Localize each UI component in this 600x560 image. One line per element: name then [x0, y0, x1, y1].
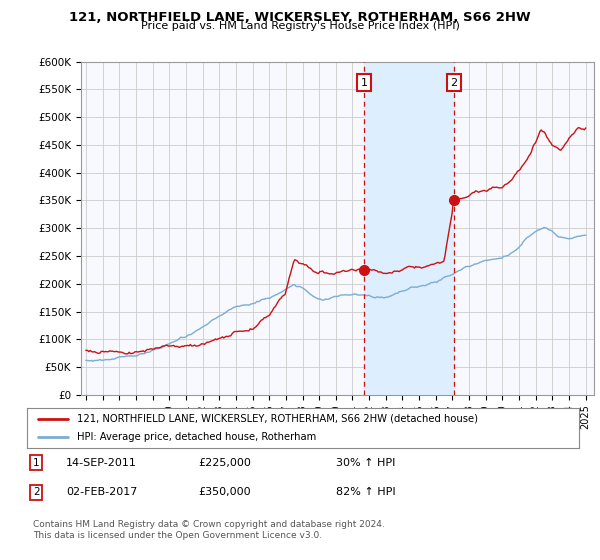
Text: 30% ↑ HPI: 30% ↑ HPI [336, 458, 395, 468]
Text: 121, NORTHFIELD LANE, WICKERSLEY, ROTHERHAM, S66 2HW (detached house): 121, NORTHFIELD LANE, WICKERSLEY, ROTHER… [77, 414, 478, 423]
Text: HPI: Average price, detached house, Rotherham: HPI: Average price, detached house, Roth… [77, 432, 316, 442]
Text: 02-FEB-2017: 02-FEB-2017 [66, 487, 137, 497]
Bar [364, 62, 454, 395]
Text: £350,000: £350,000 [198, 487, 251, 497]
Text: 2: 2 [450, 78, 457, 88]
Text: Contains HM Land Registry data © Crown copyright and database right 2024.
This d: Contains HM Land Registry data © Crown c… [33, 520, 385, 540]
Text: 121, NORTHFIELD LANE, WICKERSLEY, ROTHERHAM, S66 2HW: 121, NORTHFIELD LANE, WICKERSLEY, ROTHER… [69, 11, 531, 24]
Text: 2: 2 [33, 487, 40, 497]
Text: 14-SEP-2011: 14-SEP-2011 [66, 458, 137, 468]
Text: 1: 1 [361, 78, 368, 88]
Text: 82% ↑ HPI: 82% ↑ HPI [336, 487, 395, 497]
Text: Price paid vs. HM Land Registry's House Price Index (HPI): Price paid vs. HM Land Registry's House … [140, 21, 460, 31]
Text: 1: 1 [33, 458, 40, 468]
Text: £225,000: £225,000 [198, 458, 251, 468]
